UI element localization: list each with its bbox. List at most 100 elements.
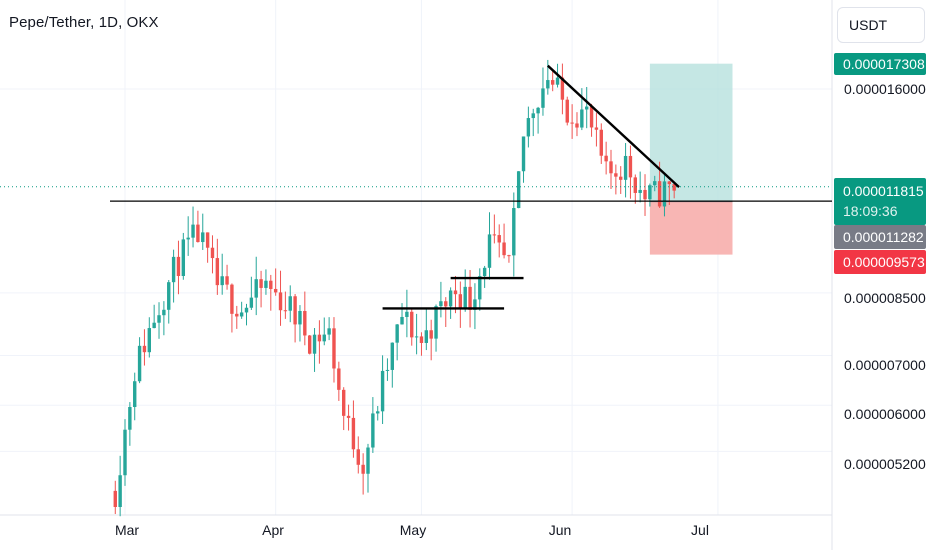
candle-body <box>604 155 608 162</box>
profit-zone <box>649 63 733 202</box>
candle-body <box>128 406 132 430</box>
candle-body <box>371 413 375 448</box>
candle-body <box>667 181 672 185</box>
candle-body <box>619 176 623 180</box>
candle-body <box>152 322 156 329</box>
candle-body <box>580 109 584 128</box>
candle-body <box>628 155 633 178</box>
candle-body <box>444 301 448 307</box>
x-tick-label: Jun <box>548 522 572 538</box>
candle-body <box>191 224 195 238</box>
candle-body <box>176 256 181 276</box>
candle-body <box>366 447 370 474</box>
candle-body <box>497 235 501 243</box>
candle-body <box>317 334 322 342</box>
currency-button[interactable]: USDT <box>837 7 925 43</box>
candle-body <box>594 127 599 130</box>
candle-body <box>283 310 288 312</box>
candle-body <box>570 122 574 124</box>
y-tick-label: 0.000007000 <box>844 357 926 373</box>
candle-body <box>599 129 603 156</box>
candle-body <box>123 429 127 476</box>
candle-body <box>419 336 424 343</box>
candle-body <box>118 475 122 507</box>
candle-body <box>230 284 234 314</box>
candle-body <box>142 345 147 353</box>
y-tick-label: 0.000016000 <box>844 81 926 97</box>
candle-body <box>278 292 283 311</box>
candle-body <box>196 224 200 243</box>
candle-body <box>205 232 210 248</box>
currency-label: USDT <box>849 17 888 33</box>
candle-body <box>210 247 215 259</box>
candle-body <box>405 311 409 317</box>
trendline <box>547 64 680 189</box>
candle-body <box>521 136 526 172</box>
candle-body <box>482 267 487 277</box>
candle-body <box>502 242 506 256</box>
y-tick-label: 0.000005200 <box>844 456 926 472</box>
candle-body <box>609 161 613 174</box>
candle-body <box>614 173 618 177</box>
candle-body <box>653 181 657 186</box>
x-tick-label: Apr <box>262 522 284 538</box>
candle-body <box>380 370 385 412</box>
candle-body <box>137 345 142 382</box>
candle-body <box>589 106 594 128</box>
candle-body <box>307 335 312 354</box>
x-tick-label: Jul <box>691 522 709 538</box>
candle-body <box>478 276 482 300</box>
candle-body <box>244 307 249 313</box>
candle-body <box>395 324 399 343</box>
candle-body <box>487 234 492 268</box>
symbol-title: Pepe/Tether, 1D, OKX <box>9 14 159 31</box>
bar-countdown: 18:09:36 <box>843 203 898 219</box>
candle-body <box>376 411 380 414</box>
candle-body <box>638 189 642 193</box>
candle-body <box>672 184 676 191</box>
candle-body <box>147 328 151 353</box>
candle-body <box>162 309 166 316</box>
candle-body <box>536 107 540 114</box>
candle-body <box>293 296 297 325</box>
candle-body <box>453 290 458 295</box>
candle-body <box>133 381 137 407</box>
candle-body <box>623 155 628 180</box>
candle-body <box>269 280 273 289</box>
candle-body <box>507 255 511 257</box>
candle-body <box>215 258 220 286</box>
candle-body <box>643 189 647 200</box>
candle-body <box>424 330 429 343</box>
candle-body <box>327 328 331 335</box>
candle-body <box>273 288 278 293</box>
candle-body <box>322 334 326 342</box>
candlestick-series <box>113 59 676 517</box>
candle-body <box>516 171 521 209</box>
candle-body <box>531 113 535 119</box>
candle-body <box>249 297 254 308</box>
candle-body <box>225 276 229 285</box>
candle-body <box>298 310 302 325</box>
candle-body <box>434 306 438 339</box>
candle-body <box>303 310 307 336</box>
candle-body <box>254 279 258 298</box>
x-tick-label: Mar <box>114 522 140 538</box>
candle-body <box>555 77 560 85</box>
candle-body <box>171 256 176 283</box>
candle-body <box>439 301 443 307</box>
candle-body <box>448 290 453 307</box>
candle-body <box>346 415 351 418</box>
candle-body <box>410 311 414 338</box>
candle-body <box>648 185 652 200</box>
candle-body <box>390 342 394 370</box>
candle-body <box>414 336 419 338</box>
candle-body <box>492 234 497 236</box>
candle-body <box>181 239 186 276</box>
candle-body <box>400 316 404 325</box>
target-price-badge: 0.000017308 <box>834 53 926 75</box>
candle-body <box>468 286 472 310</box>
candle-body <box>463 286 467 309</box>
candle-body <box>429 330 433 339</box>
candle-body <box>585 106 589 110</box>
